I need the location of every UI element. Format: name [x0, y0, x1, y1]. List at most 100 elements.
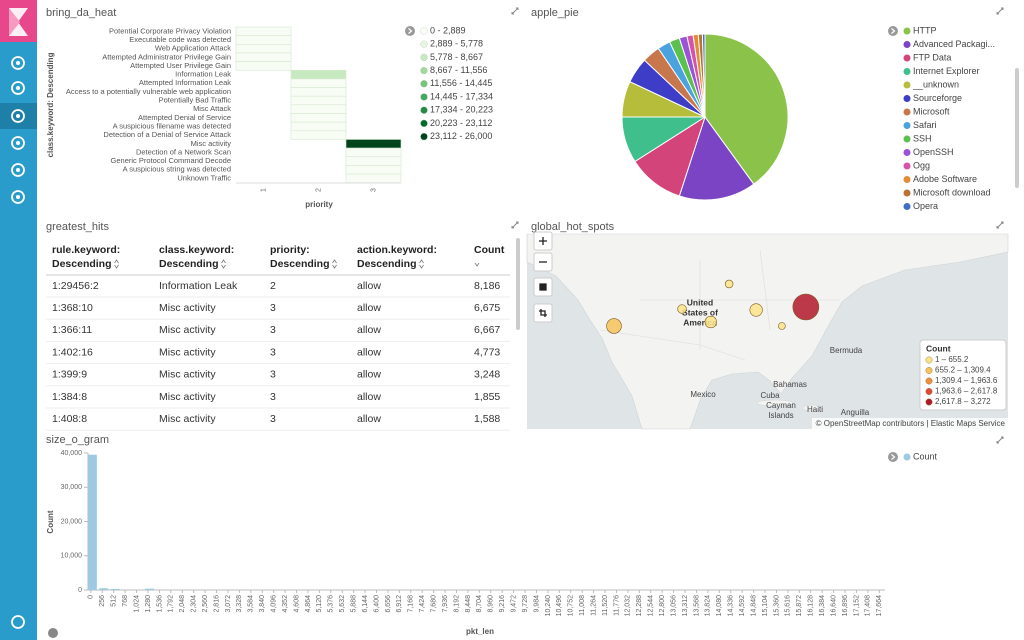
- map-borders: [599, 249, 840, 361]
- y-tick-label: 30,000: [61, 484, 83, 491]
- table-cell: allow: [357, 280, 381, 292]
- x-tick-label: 4,608: [293, 595, 300, 613]
- legend-label: 1,309.4 – 1,963.6: [935, 376, 998, 385]
- table-cell: 3,248: [474, 369, 500, 381]
- legend-toggle[interactable]: [405, 26, 415, 36]
- x-tick-label: 17,408: [865, 595, 872, 617]
- x-tick-label: 2,816: [213, 595, 220, 613]
- nav-icon[interactable]: [11, 56, 25, 70]
- nav-icon[interactable]: [11, 163, 25, 177]
- legend-swatch: [925, 377, 933, 385]
- map-control[interactable]: [533, 231, 553, 251]
- expand-icon[interactable]: [511, 7, 519, 15]
- panel-title: apple_pie: [531, 7, 579, 19]
- legend-swatch: [420, 132, 428, 141]
- panel-title: bring_da_heat: [46, 7, 116, 19]
- x-tick-label: 12,288: [636, 595, 643, 617]
- x-tick-label: 8,192: [453, 595, 460, 613]
- legend-label: Internet Explorer: [913, 66, 980, 76]
- expand-icon[interactable]: [996, 221, 1004, 229]
- x-tick-label: 17,664: [876, 595, 883, 617]
- legend-toggle[interactable]: [888, 452, 898, 462]
- legend-swatch: [903, 135, 911, 143]
- expand-icon[interactable]: [996, 7, 1004, 15]
- x-tick-label: 11,008: [579, 595, 586, 616]
- heat-cell: [235, 52, 292, 62]
- legend-swatch: [903, 162, 911, 170]
- x-tick-label: 4,352: [282, 595, 289, 613]
- column-header: rule.keyword:: [52, 244, 120, 256]
- legend-swatch: [420, 27, 428, 35]
- place-label: Mexico: [690, 390, 716, 399]
- x-tick-label: 2,048: [179, 595, 186, 613]
- x-tick-label: 15,872: [796, 595, 803, 617]
- collapse-button[interactable]: [48, 628, 58, 638]
- nav-icon[interactable]: [0, 103, 37, 129]
- heat-cell: [290, 104, 347, 114]
- table-cell: 3: [270, 302, 276, 314]
- legend-label: Adobe Software: [913, 174, 977, 184]
- x-tick-label: 11,520: [602, 595, 609, 616]
- sort-icon[interactable]: [221, 259, 226, 269]
- map-control[interactable]: [533, 277, 553, 297]
- pie-slice: [704, 33, 789, 185]
- map-control[interactable]: [533, 303, 553, 323]
- legend-toggle[interactable]: [888, 26, 898, 36]
- sort-icon[interactable]: [419, 259, 424, 269]
- expand-icon[interactable]: [996, 436, 1004, 444]
- pie-slice: [678, 115, 755, 201]
- map-legend-title: Count: [926, 343, 951, 353]
- table-cell: allow: [357, 369, 381, 381]
- legend-label: 17,334 - 20,223: [430, 105, 493, 115]
- x-tick-label: 2,560: [202, 595, 209, 613]
- table-cell: Information Leak: [159, 280, 238, 292]
- legend-label: Microsoft download: [913, 187, 991, 197]
- legend-label: Advanced Packagi...: [913, 39, 995, 49]
- sort-icon[interactable]: [114, 259, 119, 269]
- x-tick-label: 4,096: [271, 595, 278, 613]
- legend-label: 20,223 - 23,112: [430, 118, 492, 128]
- x-tick-label: 2: [315, 188, 322, 192]
- x-tick-label: 3,584: [248, 595, 255, 613]
- place-label: Bahamas: [773, 380, 807, 389]
- legend-label: 5,778 - 8,667: [430, 52, 483, 62]
- legend-swatch: [903, 54, 911, 62]
- sort-icon[interactable]: [474, 262, 480, 267]
- map-attribution: © OpenStreetMap contributors | Elastic M…: [816, 419, 1006, 428]
- table-cell: 3: [270, 369, 276, 381]
- column-sort: Descending: [270, 258, 330, 270]
- table-cell: 1:402:16: [52, 346, 93, 358]
- panel-title: size_o_gram: [46, 434, 109, 446]
- x-tick-label: 13,312: [682, 595, 689, 617]
- map-control[interactable]: [533, 252, 553, 272]
- table-cell: 1:384:8: [52, 391, 87, 403]
- nav-icon[interactable]: [11, 81, 25, 95]
- y-tick-label: Misc activity: [191, 139, 232, 148]
- legend-swatch: [420, 119, 428, 128]
- sidebar: [0, 0, 37, 640]
- x-tick-label: 16,384: [819, 595, 826, 617]
- x-tick-label: 12,032: [625, 595, 632, 617]
- y-tick-label: 20,000: [61, 518, 83, 525]
- y-tick-label: Unknown Traffic: [177, 173, 231, 182]
- nav-bottom-icon[interactable]: [11, 615, 25, 629]
- expand-icon[interactable]: [511, 221, 519, 229]
- table-cell: 1:29456:2: [52, 280, 99, 292]
- legend-swatch: [925, 367, 933, 374]
- x-tick-label: 1,024: [133, 595, 140, 613]
- place-label: Bermuda: [830, 346, 863, 355]
- nav-icon[interactable]: [11, 190, 25, 204]
- legend-label: 23,112 - 26,000: [430, 131, 492, 141]
- heat-cell: [345, 165, 402, 175]
- map-control-icon: [539, 237, 547, 245]
- y-axis-label: Count: [46, 510, 55, 533]
- heat-cell: [290, 130, 347, 140]
- nav-icon[interactable]: [11, 136, 25, 150]
- table-cell: 1:408:8: [52, 413, 87, 425]
- y-tick-label: Information Leak: [175, 70, 231, 79]
- legend-label: 14,445 - 17,334: [430, 91, 493, 101]
- place-label: States of: [682, 307, 718, 317]
- y-tick-label: Attempted Administrator Privilege Gain: [102, 52, 231, 61]
- x-tick-label: 6,912: [396, 595, 403, 613]
- sort-icon[interactable]: [332, 259, 337, 269]
